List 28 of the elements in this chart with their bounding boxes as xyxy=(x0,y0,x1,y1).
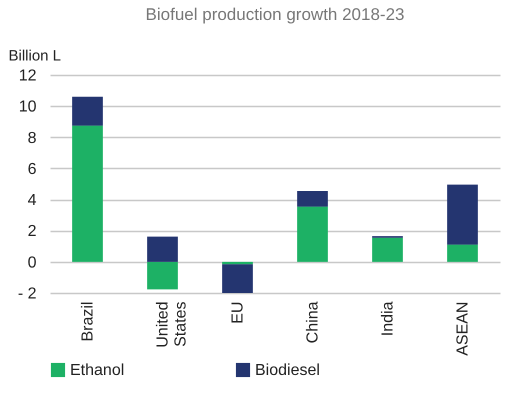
y-tick-label: 12 xyxy=(18,68,37,84)
bar xyxy=(447,244,478,262)
bar xyxy=(147,236,178,262)
bar xyxy=(72,126,103,262)
y-tick-label: 10 xyxy=(18,98,37,116)
bar xyxy=(447,184,478,245)
legend-label: Ethanol xyxy=(70,362,124,379)
bar xyxy=(222,264,253,293)
y-tick-label: 8 xyxy=(28,130,37,147)
y-tick-label: 4 xyxy=(28,192,37,210)
legend-label: Biodiesel xyxy=(255,362,320,379)
x-tick-label: Brazil xyxy=(80,302,96,342)
x-tick-label: India xyxy=(380,301,396,336)
y-tick-label: - 2 xyxy=(18,286,37,302)
chart-title: Biofuel production growth 2018-23 xyxy=(146,5,404,24)
y-tick-label: 2 xyxy=(28,223,37,240)
x-tick-label: United States xyxy=(154,302,190,348)
x-tick-label: China xyxy=(304,301,322,344)
x-tick-label: EU xyxy=(230,302,246,324)
bar xyxy=(372,238,403,262)
x-tick-label: ASEAN xyxy=(454,302,472,356)
bar xyxy=(72,96,103,126)
y-tick-label: 6 xyxy=(28,160,37,178)
bar xyxy=(297,191,328,207)
y-axis-title: Billion L xyxy=(8,48,62,64)
bar xyxy=(147,262,178,290)
bar xyxy=(297,206,328,262)
y-tick-label: 0 xyxy=(28,254,37,272)
